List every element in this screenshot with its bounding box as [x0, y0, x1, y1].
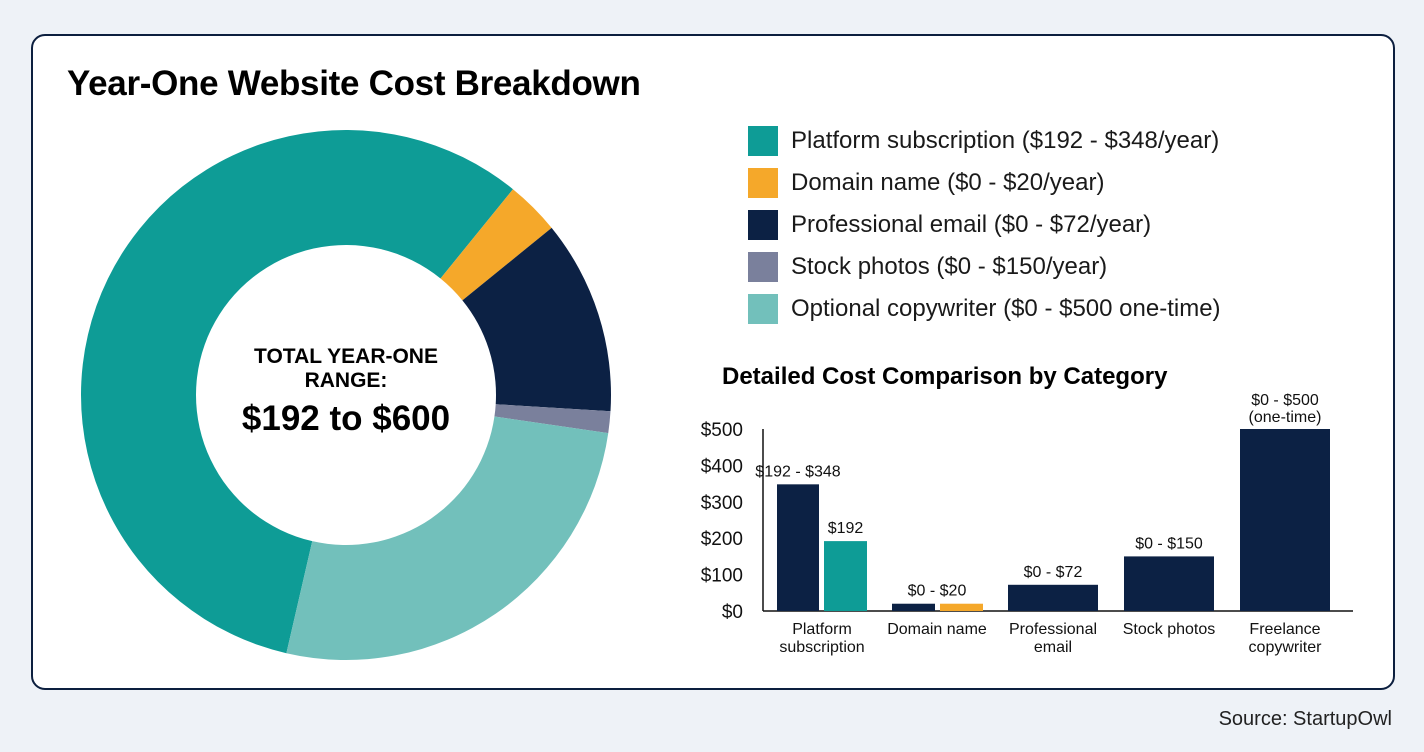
x-category-label: Platform [792, 621, 852, 638]
legend-swatch [748, 294, 778, 324]
y-tick-label: $500 [701, 420, 743, 441]
legend: Platform subscription ($192 - $348/year)… [748, 120, 1221, 330]
x-category-label: Professional [1009, 621, 1097, 638]
bar-data-label: (one-time) [1249, 409, 1322, 426]
source-note: Source: StartupOwl [1218, 708, 1392, 730]
legend-label: Professional email ($0 - $72/year) [791, 211, 1152, 238]
bar [777, 484, 819, 611]
bar-data-label: $0 - $20 [908, 583, 967, 600]
donut-slice [494, 404, 611, 434]
y-tick-label: $400 [701, 456, 743, 477]
x-category-label: email [1034, 639, 1072, 656]
bar-data-label: $192 - $348 [755, 463, 841, 480]
donut-slice [440, 189, 552, 301]
center-label-line1: TOTAL YEAR-ONE [254, 345, 438, 368]
legend-item: Optional copywriter ($0 - $500 one-time) [748, 288, 1221, 330]
bar [940, 603, 983, 611]
page-title: Year-One Website Cost Breakdown [67, 64, 641, 103]
bar-data-label: $192 [828, 520, 864, 537]
legend-item: Domain name ($0 - $20/year) [748, 162, 1221, 204]
x-category-label: Freelance [1249, 621, 1320, 638]
legend-swatch [748, 168, 778, 198]
donut-center-label: TOTAL YEAR-ONE RANGE: $192 to $600 [196, 345, 496, 439]
y-tick-label: $0 [722, 602, 743, 623]
bar [892, 603, 935, 611]
legend-label: Optional copywriter ($0 - $500 one-time) [791, 295, 1221, 322]
legend-swatch [748, 126, 778, 156]
legend-label: Platform subscription ($192 - $348/year) [791, 127, 1220, 154]
bar [824, 541, 867, 611]
bar [1008, 584, 1098, 611]
donut-slice [462, 227, 612, 412]
y-tick-label: $200 [701, 529, 743, 550]
legend-swatch [748, 210, 778, 240]
x-category-label: subscription [779, 639, 864, 656]
donut-slice [80, 129, 513, 654]
legend-label: Domain name ($0 - $20/year) [791, 169, 1105, 196]
bar-chart-title: Detailed Cost Comparison by Category [722, 363, 1168, 390]
y-tick-label: $100 [701, 566, 743, 587]
bar-data-label: $0 - $150 [1135, 535, 1203, 552]
center-label-line2: RANGE: [304, 369, 388, 392]
x-category-label: Domain name [887, 621, 987, 638]
legend-label: Stock photos ($0 - $150/year) [791, 253, 1108, 280]
donut-slice [286, 416, 609, 660]
bar-data-label: $0 - $500 [1251, 392, 1319, 409]
legend-item: Stock photos ($0 - $150/year) [748, 246, 1221, 288]
bar [1240, 429, 1330, 611]
x-category-label: copywriter [1249, 639, 1323, 656]
center-total-value: $192 to $600 [241, 399, 451, 438]
legend-item: Professional email ($0 - $72/year) [748, 204, 1221, 246]
legend-swatch [748, 252, 778, 282]
bar-data-label: $0 - $72 [1024, 564, 1083, 581]
legend-item: Platform subscription ($192 - $348/year) [748, 120, 1221, 162]
x-category-label: Stock photos [1123, 621, 1216, 638]
y-tick-label: $300 [701, 493, 743, 514]
bar [1124, 556, 1214, 611]
